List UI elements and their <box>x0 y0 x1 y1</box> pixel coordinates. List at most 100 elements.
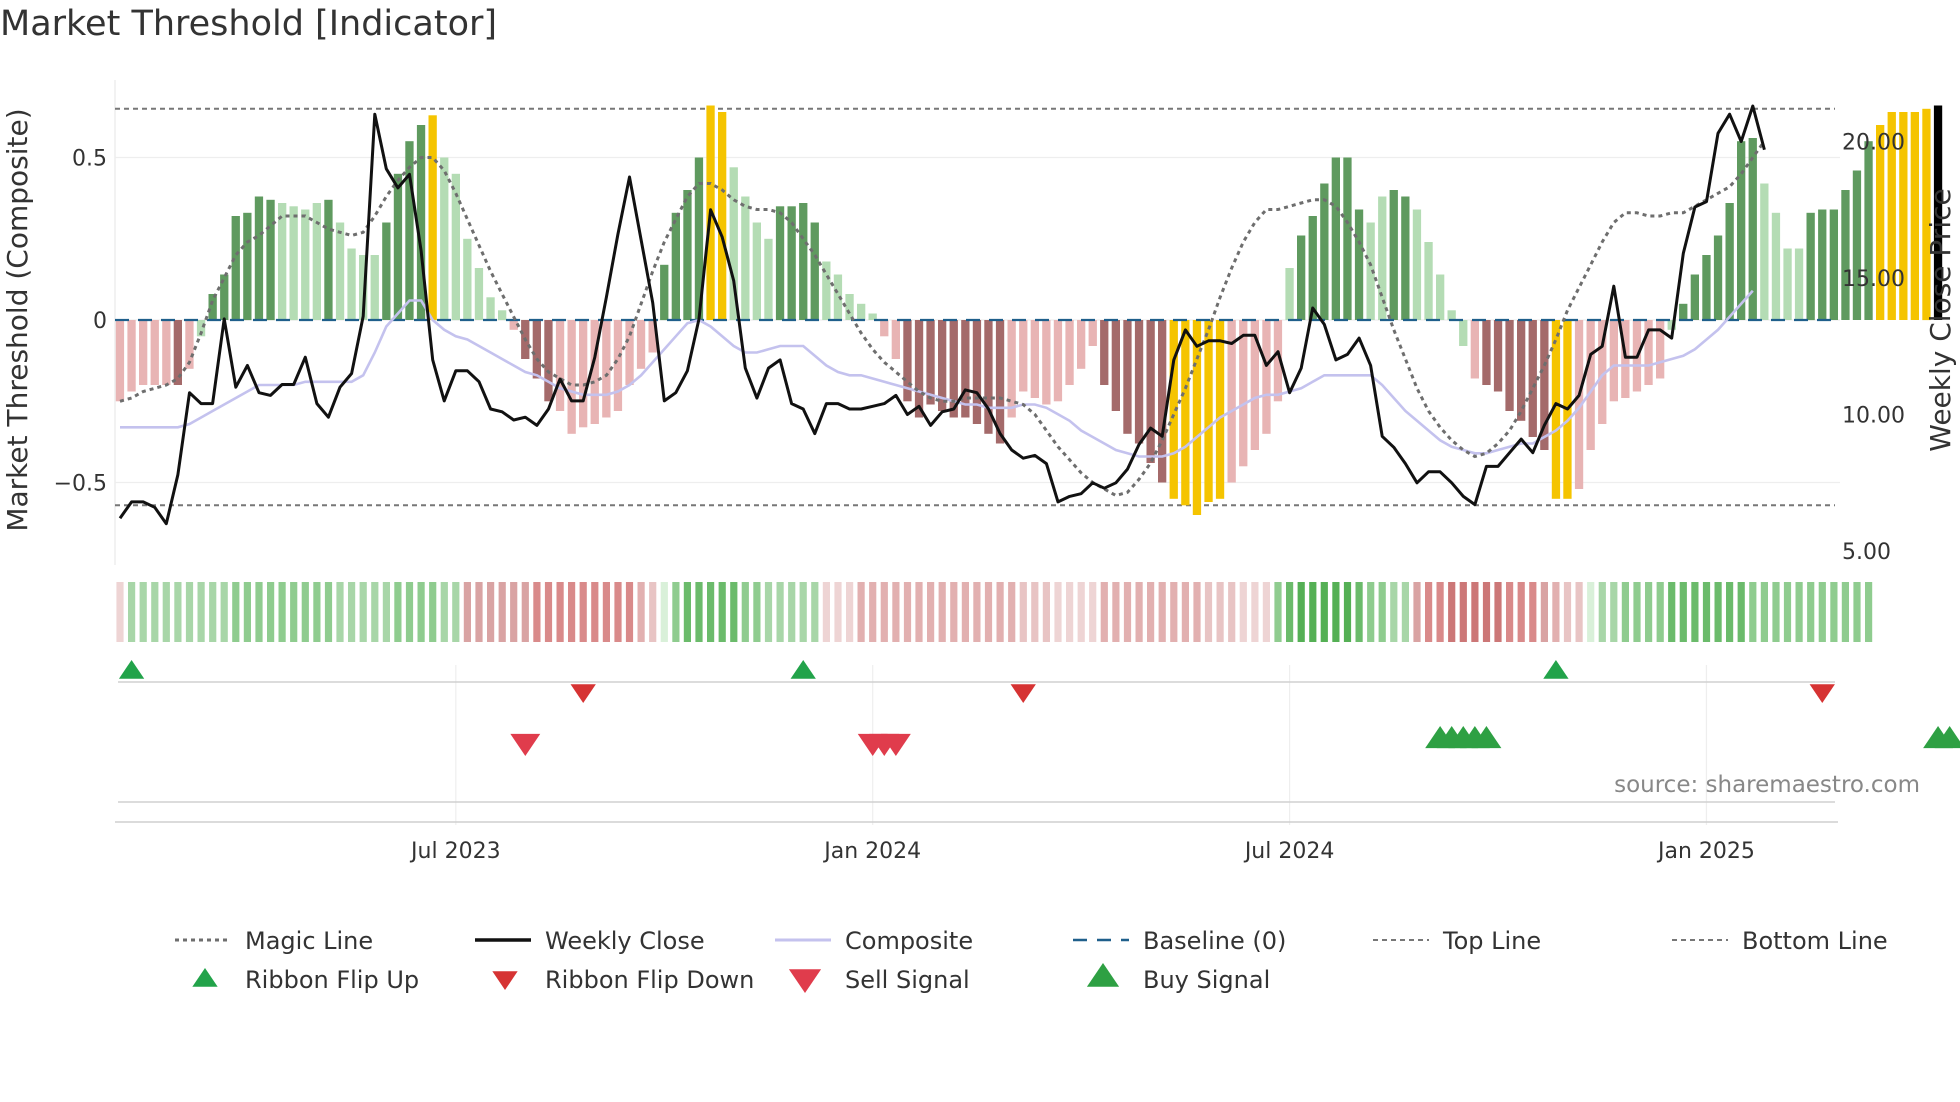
composite-bar <box>1030 320 1039 398</box>
ribbon-cell <box>1830 582 1838 642</box>
ribbon-cell <box>475 582 483 642</box>
ribbon-cell <box>359 582 367 642</box>
ribbon-cell <box>614 582 622 642</box>
ribbon-cell <box>1760 582 1768 642</box>
ribbon-cell <box>382 582 390 642</box>
composite-bar <box>1505 320 1514 411</box>
composite-bar <box>1123 320 1132 434</box>
ribbon-cell <box>1668 582 1676 642</box>
composite-bar <box>127 320 136 392</box>
composite-bar <box>775 206 785 321</box>
magic-line <box>119 140 1766 498</box>
composite-bar <box>1412 209 1422 320</box>
ribbon-cell <box>591 582 599 642</box>
ribbon-cell <box>869 582 877 642</box>
ribbon-cell <box>1575 582 1583 642</box>
composite-bar <box>370 255 379 320</box>
ribbon-cell <box>405 582 414 642</box>
ribbon-cell <box>1841 582 1849 642</box>
ribbon-cell <box>1008 582 1016 642</box>
ribbon-cell <box>1540 582 1548 642</box>
ribbon-cell <box>232 582 240 642</box>
composite-bar <box>1586 320 1595 450</box>
ribbon-cell <box>544 582 553 642</box>
ribbon-cell <box>846 582 854 642</box>
composite-bar <box>590 320 599 424</box>
composite-bar <box>139 320 148 385</box>
composite-bar <box>833 274 843 320</box>
composite-bar <box>1482 320 1491 385</box>
composite-bar <box>1818 209 1827 320</box>
ribbon-cell <box>197 582 205 642</box>
composite-bar <box>1134 320 1144 444</box>
ribbon-cell <box>1714 582 1722 642</box>
composite-bar <box>1215 320 1225 499</box>
composite-bar <box>1389 190 1398 320</box>
legend-label: Weekly Close <box>545 927 705 955</box>
ribbon-cell <box>973 582 981 642</box>
legend-label: Ribbon Flip Up <box>245 966 419 994</box>
ribbon-cell <box>741 582 749 642</box>
ribbon-cell <box>1228 582 1236 642</box>
ribbon-cell <box>510 582 518 642</box>
composite-bar <box>278 203 287 320</box>
ribbon-cell <box>324 582 333 642</box>
right-tick-label: 10.00 <box>1842 404 1905 429</box>
composite-bar <box>115 320 125 402</box>
ribbon-cell <box>753 582 761 642</box>
composite-bar <box>1100 320 1109 385</box>
composite-bar <box>799 203 808 320</box>
ribbon-cell <box>672 582 680 642</box>
ribbon-cell <box>151 582 159 642</box>
ribbon-cell <box>718 582 726 642</box>
composite-bar <box>1876 125 1885 320</box>
ribbon-cell <box>290 582 298 642</box>
composite-bar <box>1297 235 1306 320</box>
composite-bar <box>764 238 773 321</box>
composite-bar <box>1922 108 1931 321</box>
ribbon-cell <box>1436 582 1444 642</box>
legend-label: Magic Line <box>245 927 373 955</box>
composite-bar <box>220 274 229 320</box>
composite-bar <box>648 320 657 353</box>
composite-bar <box>451 173 460 321</box>
composite-bar <box>1192 320 1202 515</box>
left-axis-ticks: 0.5 0 −0.5 <box>54 147 107 497</box>
composite-bar <box>1378 196 1387 320</box>
ribbon-cell <box>313 582 321 642</box>
composite-bar <box>1644 320 1653 385</box>
composite-bar <box>1285 268 1294 320</box>
ribbon-cell <box>417 582 425 642</box>
ribbon-cell <box>1123 582 1132 642</box>
composite-bar <box>208 294 217 320</box>
right-axis-label: Weekly Close Price <box>1924 188 1957 451</box>
weekly-close-line <box>118 104 1766 526</box>
composite-bar <box>1829 209 1838 320</box>
composite-bar <box>243 212 252 321</box>
ribbon-cell <box>220 582 228 642</box>
legend-label: Bottom Line <box>1742 927 1888 955</box>
legend-swatch <box>788 969 822 993</box>
composite-bar <box>1621 320 1630 398</box>
composite-bar <box>347 248 356 320</box>
composite-bar <box>1540 320 1549 450</box>
composite-bar <box>532 320 541 379</box>
legend-item-baseline: Baseline (0) <box>1073 927 1286 955</box>
composite-bar <box>173 320 182 385</box>
ribbon-cell <box>1042 582 1050 642</box>
composite-bar <box>1007 320 1016 418</box>
composite-bar <box>1343 157 1352 320</box>
composite-bar <box>857 303 866 321</box>
ribbon-cell <box>822 582 830 642</box>
composite-bar <box>938 320 947 411</box>
composite-bar <box>1204 320 1213 502</box>
ribbon-cell <box>1482 582 1491 642</box>
ribbon-cell <box>1552 582 1560 642</box>
legend-item-flipdown: Ribbon Flip Down <box>492 966 754 994</box>
ribbon-cell <box>1077 582 1085 642</box>
composite-bar <box>1111 320 1120 411</box>
composite-bar <box>1320 183 1329 320</box>
sell-signal-marker <box>880 733 911 756</box>
signal-markers <box>115 660 1960 825</box>
composite-bar <box>1748 138 1757 320</box>
